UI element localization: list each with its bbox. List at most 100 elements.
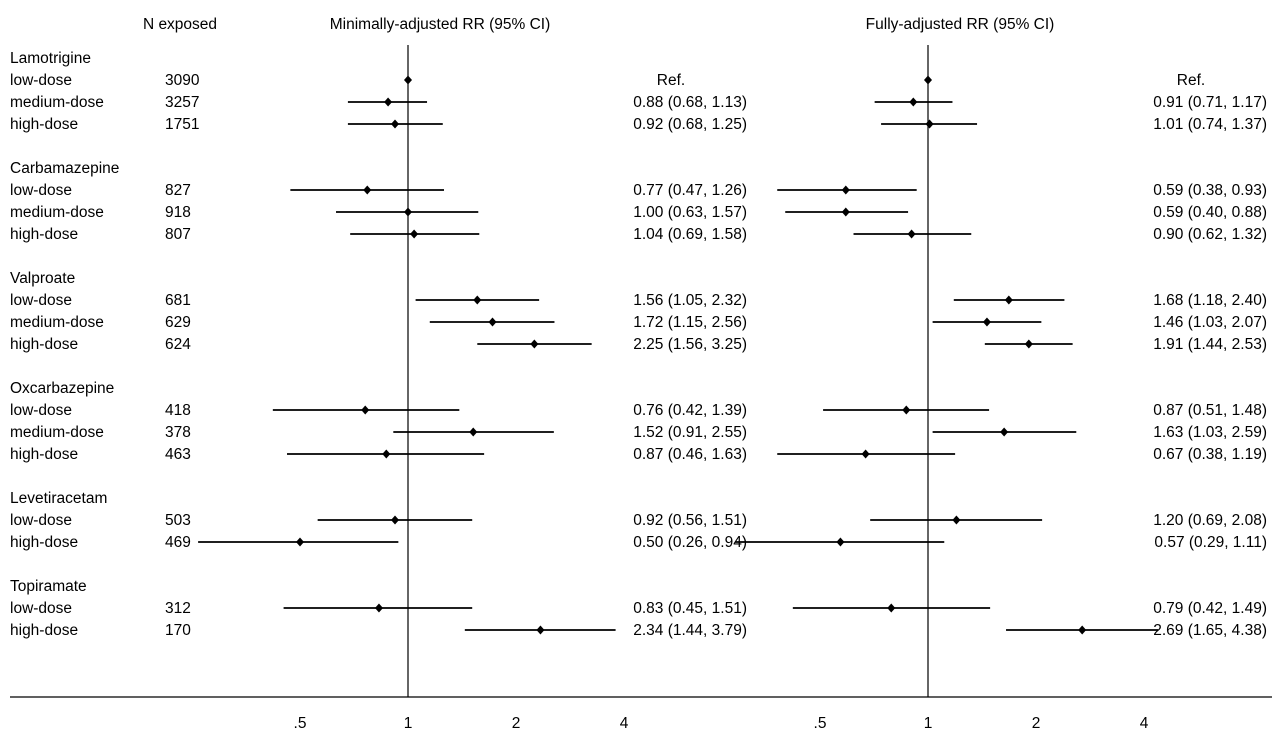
point-estimate-full <box>836 537 845 547</box>
estimate-label-minimal: 0.92 (0.56, 1.51) <box>633 512 747 529</box>
estimate-label-minimal: 0.92 (0.68, 1.25) <box>633 116 747 133</box>
estimate-label-full: 1.68 (1.18, 2.40) <box>1153 292 1267 309</box>
point-estimate-full <box>924 75 932 85</box>
n-exposed-value: 3257 <box>165 94 199 111</box>
point-estimate-full <box>1004 295 1013 305</box>
point-estimate-minimal <box>391 515 400 525</box>
drug-group-label: Levetiracetam <box>10 490 107 507</box>
n-exposed-value: 170 <box>165 622 191 639</box>
estimate-label-minimal: 1.04 (0.69, 1.58) <box>633 226 747 243</box>
n-exposed-value: 463 <box>165 446 191 463</box>
point-estimate-minimal <box>404 207 412 217</box>
dose-label: medium-dose <box>10 94 104 111</box>
x-tick-label-minimal: 1 <box>404 715 413 731</box>
estimate-label-full: 1.46 (1.03, 2.07) <box>1153 314 1267 331</box>
point-estimate-full <box>841 207 850 217</box>
point-estimate-minimal <box>473 295 482 305</box>
point-estimate-minimal <box>374 603 383 613</box>
point-estimate-full <box>907 229 916 239</box>
estimate-label-full: 0.87 (0.51, 1.48) <box>1153 402 1267 419</box>
dose-label: high-dose <box>10 336 78 353</box>
dose-label: low-dose <box>10 402 72 419</box>
estimate-label-minimal: 1.72 (1.15, 2.56) <box>633 314 747 331</box>
estimate-label-full: 0.59 (0.40, 0.88) <box>1153 204 1267 221</box>
header-n-exposed: N exposed <box>143 16 217 33</box>
drug-group-label: Topiramate <box>10 578 87 595</box>
point-estimate-full <box>887 603 896 613</box>
point-estimate-minimal <box>391 119 400 129</box>
dose-label: medium-dose <box>10 314 104 331</box>
estimate-label-full: 1.91 (1.44, 2.53) <box>1153 336 1267 353</box>
dose-label: high-dose <box>10 226 78 243</box>
estimate-label-minimal: 0.88 (0.68, 1.13) <box>633 94 747 111</box>
point-estimate-full <box>841 185 850 195</box>
n-exposed-value: 3090 <box>165 72 200 89</box>
point-estimate-minimal <box>536 625 545 635</box>
dose-label: low-dose <box>10 292 72 309</box>
point-estimate-minimal <box>384 97 393 107</box>
point-estimate-minimal <box>488 317 497 327</box>
estimate-label-full: 0.59 (0.38, 0.93) <box>1153 182 1267 199</box>
estimate-label-minimal: 1.52 (0.91, 2.55) <box>633 424 747 441</box>
n-exposed-value: 624 <box>165 336 191 353</box>
n-exposed-value: 469 <box>165 534 191 551</box>
dose-label: medium-dose <box>10 204 104 221</box>
dose-label: medium-dose <box>10 424 104 441</box>
point-estimate-full <box>982 317 991 327</box>
header-fully-adjusted: Fully-adjusted RR (95% CI) <box>866 16 1055 33</box>
estimate-label-full: 2.69 (1.65, 4.38) <box>1153 622 1267 639</box>
estimate-label-full: 0.67 (0.38, 1.19) <box>1153 446 1267 463</box>
n-exposed-value: 503 <box>165 512 191 529</box>
point-estimate-full <box>902 405 911 415</box>
estimate-label-minimal: 1.00 (0.63, 1.57) <box>633 204 747 221</box>
estimate-label-minimal: 0.50 (0.26, 0.94) <box>633 534 747 551</box>
point-estimate-minimal <box>530 339 539 349</box>
dose-label: low-dose <box>10 512 72 529</box>
header-minimally-adjusted: Minimally-adjusted RR (95% CI) <box>330 16 551 33</box>
point-estimate-minimal <box>361 405 370 415</box>
plot-area: .5 1 2 4 .5 1 2 4 Lamotrigine low-dose 3090 Ref. Ref… <box>10 45 1272 731</box>
estimate-label-minimal: 1.56 (1.05, 2.32) <box>633 292 747 309</box>
point-estimate-minimal <box>363 185 372 195</box>
n-exposed-value: 629 <box>165 314 191 331</box>
point-estimate-full <box>1000 427 1009 437</box>
point-estimate-full <box>1078 625 1087 635</box>
dose-label: low-dose <box>10 182 72 199</box>
estimate-label-full: 1.63 (1.03, 2.59) <box>1153 424 1267 441</box>
point-estimate-full <box>925 119 934 129</box>
estimate-label-minimal: 0.76 (0.42, 1.39) <box>633 402 747 419</box>
drug-group-label: Oxcarbazepine <box>10 380 114 397</box>
estimate-label-full: 0.91 (0.71, 1.17) <box>1153 94 1267 111</box>
dose-label: high-dose <box>10 446 78 463</box>
x-tick-label-full: .5 <box>814 715 827 731</box>
dose-label: high-dose <box>10 534 78 551</box>
x-tick-label-full: 4 <box>1140 715 1149 731</box>
estimate-label-full: 0.57 (0.29, 1.11) <box>1154 534 1267 551</box>
n-exposed-value: 681 <box>165 292 191 309</box>
dose-label: low-dose <box>10 72 72 89</box>
x-tick-label-minimal: 4 <box>620 715 629 731</box>
estimate-label-full: 0.90 (0.62, 1.32) <box>1153 226 1267 243</box>
dose-label: low-dose <box>10 600 72 617</box>
x-tick-label-full: 1 <box>924 715 933 731</box>
estimate-label-minimal: 2.34 (1.44, 3.79) <box>633 622 747 639</box>
estimate-label-minimal: Ref. <box>657 72 685 89</box>
estimate-label-minimal: 0.77 (0.47, 1.26) <box>633 182 747 199</box>
n-exposed-value: 418 <box>165 402 191 419</box>
n-exposed-value: 807 <box>165 226 191 243</box>
estimate-label-full: 1.01 (0.74, 1.37) <box>1153 116 1267 133</box>
point-estimate-minimal <box>404 75 412 85</box>
estimate-label-minimal: 2.25 (1.56, 3.25) <box>633 336 747 353</box>
n-exposed-value: 918 <box>165 204 191 221</box>
estimate-label-minimal: 0.83 (0.45, 1.51) <box>633 600 747 617</box>
x-tick-label-minimal: .5 <box>294 715 307 731</box>
dose-label: high-dose <box>10 116 78 133</box>
point-estimate-minimal <box>410 229 419 239</box>
n-exposed-value: 827 <box>165 182 191 199</box>
point-estimate-full <box>909 97 918 107</box>
point-estimate-minimal <box>296 537 304 547</box>
point-estimate-full <box>1024 339 1033 349</box>
n-exposed-value: 1751 <box>165 116 199 133</box>
estimate-label-full: 1.20 (0.69, 2.08) <box>1153 512 1267 529</box>
